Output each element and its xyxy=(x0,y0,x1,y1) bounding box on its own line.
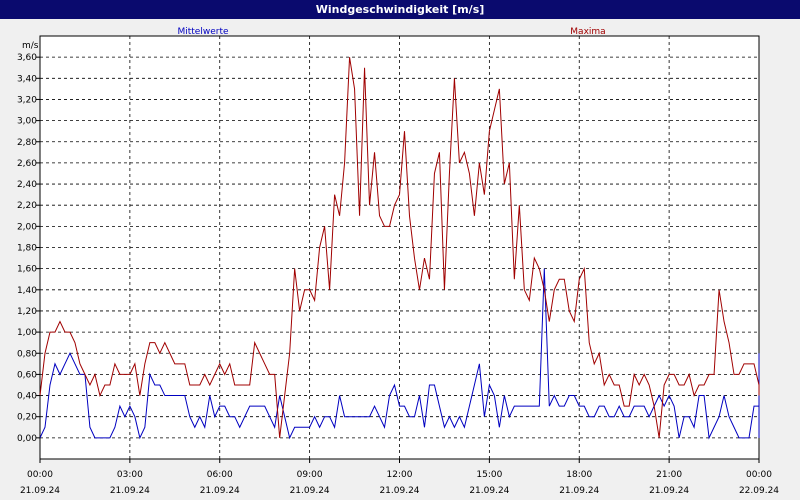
x-tick-date-label: 21.09.24 xyxy=(379,486,419,496)
x-tick-time-label: 15:00 xyxy=(476,470,502,480)
y-tick-label: 3,00 xyxy=(17,117,37,127)
y-tick-label: 1,80 xyxy=(17,244,37,254)
x-tick-time-label: 18:00 xyxy=(566,470,592,480)
x-tick-time-label: 06:00 xyxy=(207,470,233,480)
y-tick-label: 0,20 xyxy=(17,413,37,423)
x-tick-date-label: 21.09.24 xyxy=(649,486,689,496)
y-tick-label: 2,40 xyxy=(17,180,37,190)
x-tick-date-label: 22.09.24 xyxy=(739,486,779,496)
y-tick-label: 3,40 xyxy=(17,74,37,84)
y-tick-label: 0,00 xyxy=(17,434,37,444)
y-tick-label: 2,80 xyxy=(17,138,37,148)
x-tick-time-label: 09:00 xyxy=(297,470,323,480)
x-tick-time-label: 03:00 xyxy=(117,470,143,480)
x-tick-date-label: 21.09.24 xyxy=(290,486,330,496)
x-axis: 00:00 21.09.24 03:00 21.09.24 06:00 21.09.24 0… xyxy=(20,459,779,496)
y-tick-label: 1,40 xyxy=(17,286,37,296)
grid xyxy=(40,36,759,459)
y-tick-label: 2,60 xyxy=(17,159,37,169)
legend-mittelwerte: Mittelwerte xyxy=(177,27,228,37)
y-tick-label: 0,60 xyxy=(17,370,37,380)
y-tick-label: 1,60 xyxy=(17,265,37,275)
x-tick-time-label: 21:00 xyxy=(656,470,682,480)
y-axis-label: m/s xyxy=(22,41,39,51)
x-tick-date-label: 21.09.24 xyxy=(559,486,599,496)
x-tick-time-label: 12:00 xyxy=(387,470,413,480)
x-tick-date-label: 21.09.24 xyxy=(200,486,240,496)
y-tick-label: 3,60 xyxy=(17,53,37,63)
x-tick-date-label: 21.09.24 xyxy=(20,486,60,496)
y-tick-label: 2,20 xyxy=(17,201,37,211)
x-tick-time-label: 00:00 xyxy=(746,470,772,480)
y-tick-label: 0,40 xyxy=(17,392,37,402)
series-line-maxima xyxy=(39,57,760,438)
y-tick-label: 1,20 xyxy=(17,307,37,317)
y-tick-label: 1,00 xyxy=(17,328,37,338)
y-tick-label: 3,20 xyxy=(17,95,37,105)
series-line-mittelwerte xyxy=(39,268,760,440)
x-tick-time-label: 00:00 xyxy=(27,470,53,480)
chart-title: Windgeschwindigkeit [m/s] xyxy=(0,0,800,19)
y-tick-label: 0,80 xyxy=(17,349,37,359)
x-tick-date-label: 21.09.24 xyxy=(469,486,509,496)
x-tick-date-label: 21.09.24 xyxy=(110,486,150,496)
y-tick-label: 2,00 xyxy=(17,222,37,232)
series-lines xyxy=(39,57,760,440)
y-axis: 0,00 0,20 0,40 0,60 0,80 1,00 1,20 1,40 1,60 1,80… xyxy=(17,53,40,444)
legend-maxima: Maxima xyxy=(570,27,605,37)
